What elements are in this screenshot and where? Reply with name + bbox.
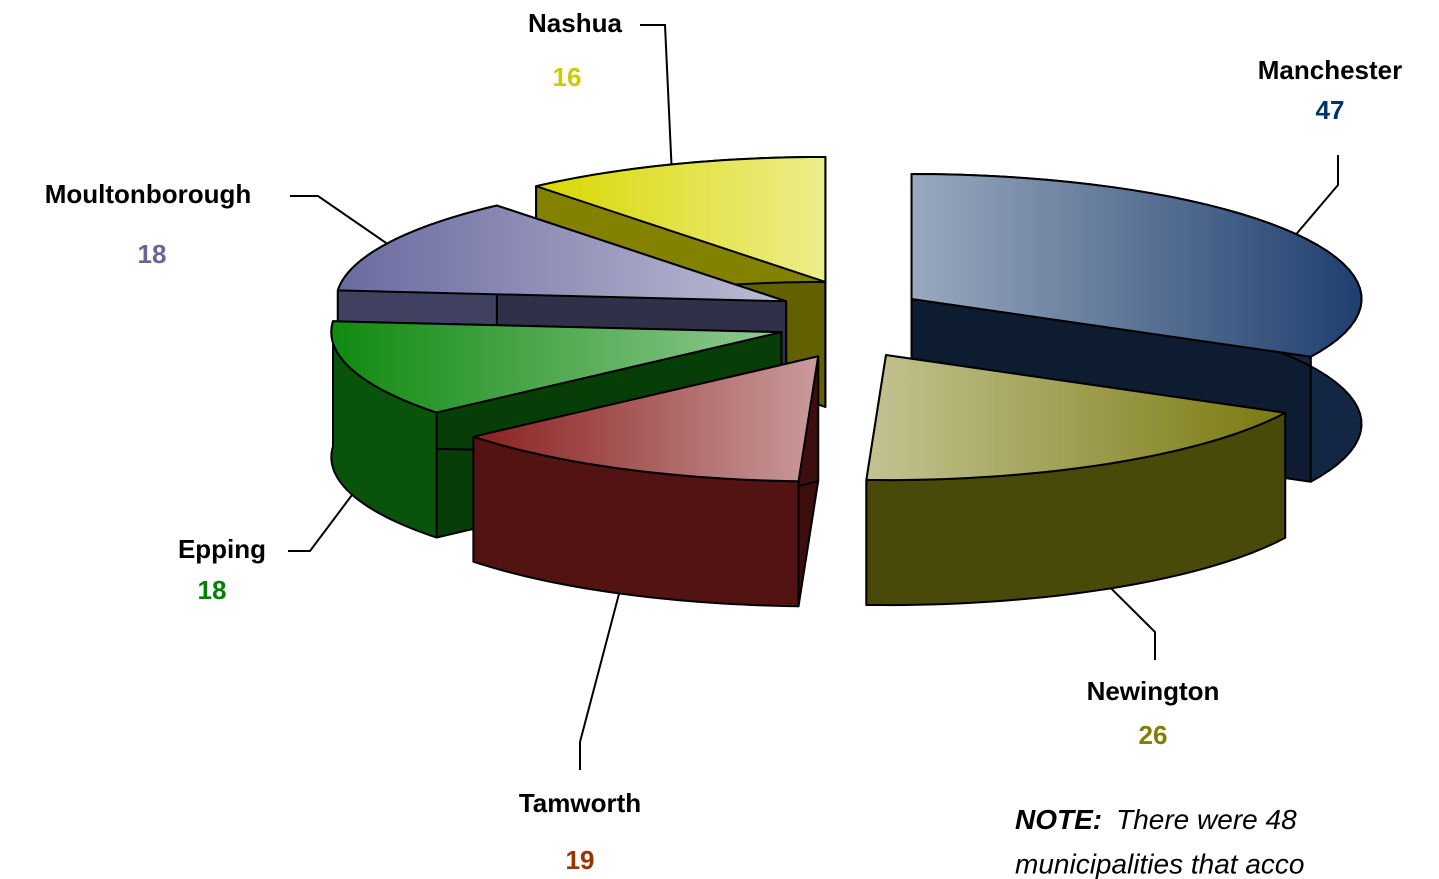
value-label: 19	[566, 845, 595, 875]
note-lead: NOTE:	[1015, 804, 1102, 835]
category-label: Moultonborough	[45, 179, 251, 209]
slice-top	[865, 354, 1287, 482]
labels: Manchester 47 Newington 26 Tamworth 19 Epping 1…	[45, 8, 1402, 875]
category-label: Newington	[1087, 676, 1220, 706]
note: NOTE: There were 48	[1015, 804, 1297, 835]
note-line: municipalities that acco	[1015, 848, 1304, 879]
slice-top	[910, 172, 1363, 358]
slice	[865, 354, 1287, 607]
slice-top	[330, 320, 783, 414]
category-label: Epping	[178, 534, 266, 564]
slice	[472, 355, 820, 608]
leader-line	[640, 24, 673, 165]
value-label: 18	[138, 239, 167, 269]
value-label: 18	[198, 575, 227, 605]
leader-line	[1110, 587, 1156, 660]
pie	[330, 155, 1363, 608]
category-label: Tamworth	[519, 788, 641, 818]
value-label: 26	[1139, 720, 1168, 750]
category-label: Manchester	[1258, 55, 1403, 85]
leader-line	[1295, 155, 1339, 235]
value-label: 16	[553, 62, 582, 92]
note-line: There were 48	[1116, 804, 1297, 835]
slice-top	[472, 355, 820, 483]
leader-line	[579, 593, 621, 770]
category-label: Nashua	[528, 8, 622, 38]
value-label: 47	[1316, 95, 1345, 125]
leader-line	[290, 195, 388, 245]
leader-line	[288, 494, 353, 552]
slice-top	[535, 155, 827, 283]
